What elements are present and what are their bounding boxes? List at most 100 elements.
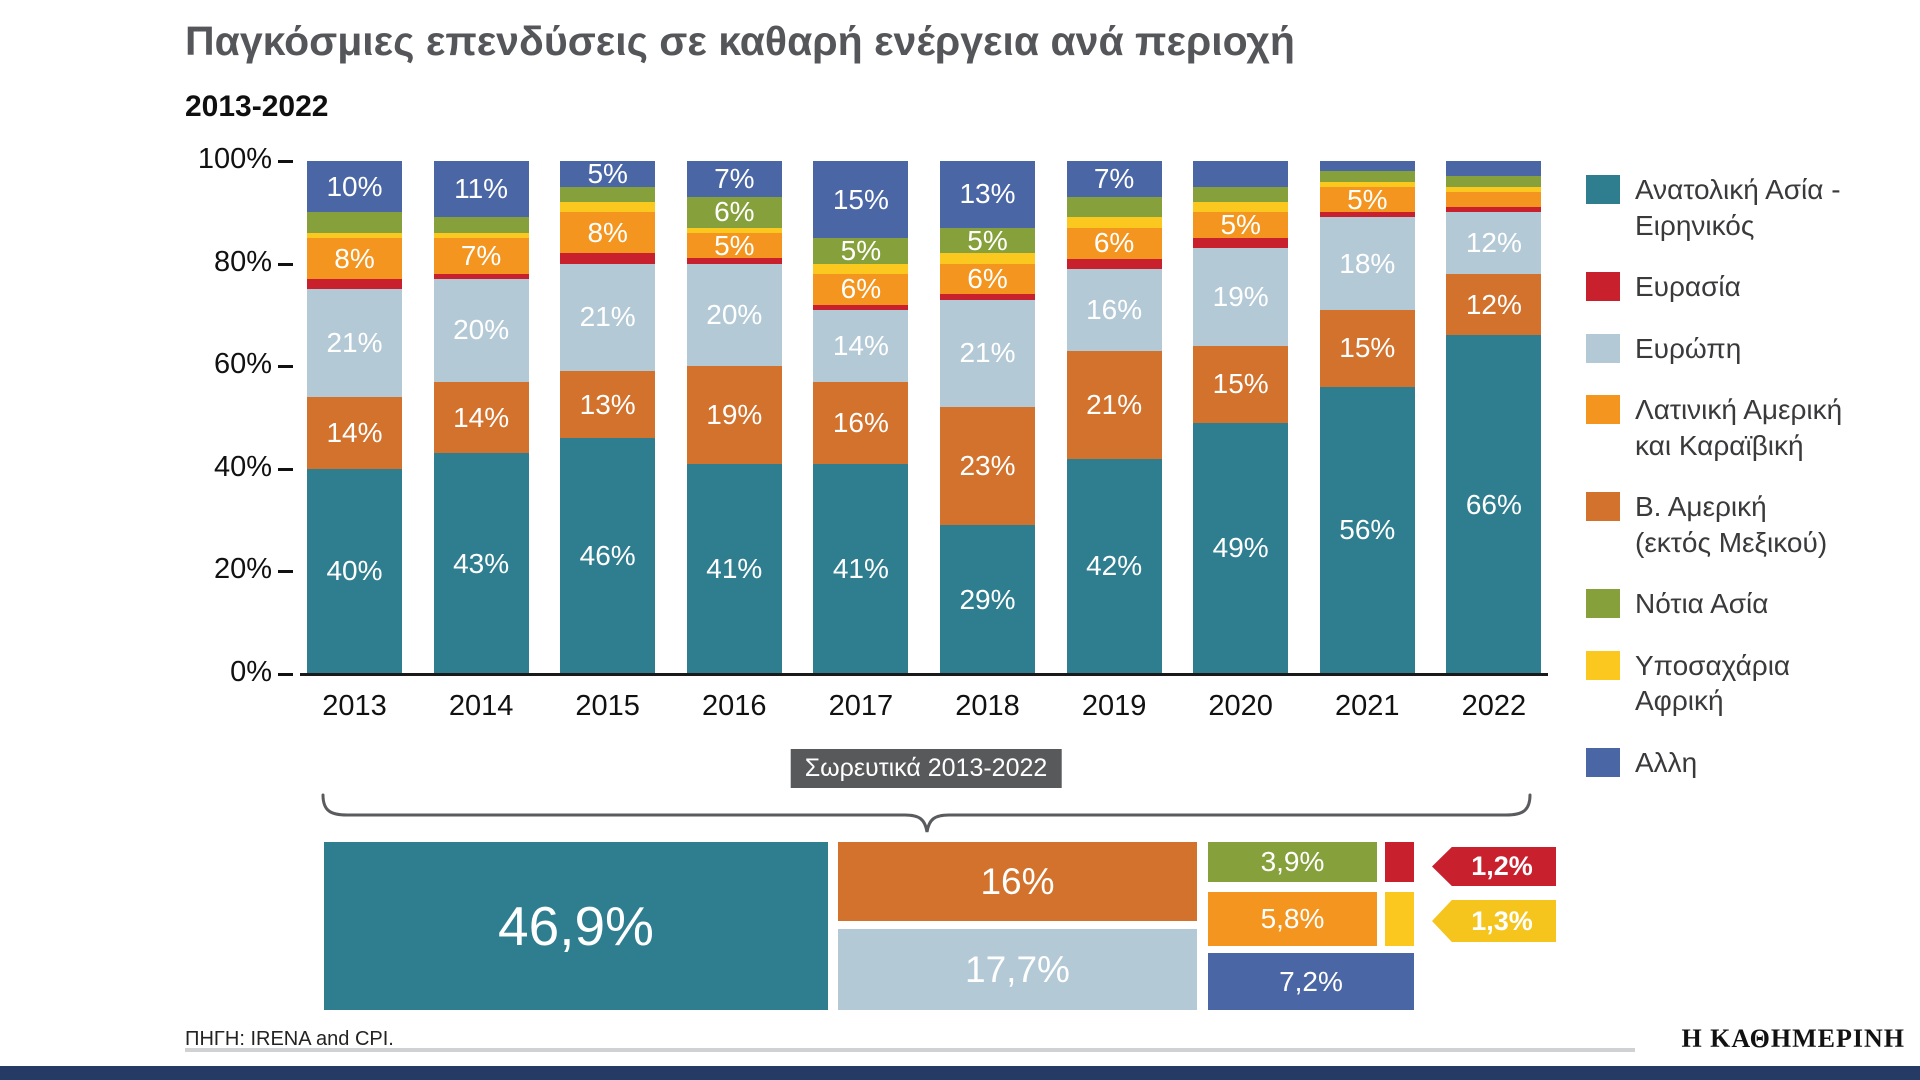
brand-logo: Η ΚΑΘΗΜΕΡΙΝΗ [1681, 1024, 1905, 1053]
y-axis-label: 60% [213, 348, 272, 381]
bar-segment-bAmerica: 15% [1193, 345, 1289, 423]
y-axis-tick [278, 673, 293, 676]
bar-segment-europe: 20% [686, 263, 782, 367]
bar-segment-latinAmerica: 8% [560, 212, 656, 254]
y-axis-label: 0% [230, 656, 272, 688]
bar-segment-eastAsia: 41% [686, 463, 782, 674]
bar-segment-eurasia [307, 279, 402, 290]
callout-sub-saharan: 1,3% [1432, 900, 1556, 942]
legend-swatch-other [1586, 748, 1620, 778]
bar-segment-value: 43% [453, 547, 510, 579]
bar-segment-latinAmerica: 6% [1066, 227, 1162, 259]
legend-swatch-eurasia [1586, 272, 1620, 302]
bar-segment-bAmerica: 14% [307, 397, 402, 469]
footer-stripe [0, 1066, 1920, 1080]
bar-segment-value: 6% [840, 273, 882, 305]
bar-segment-eastAsia: 43% [433, 453, 529, 674]
legend-item-other: Αλλη [1586, 745, 1842, 781]
bar-segment-latinAmerica: 8% [307, 238, 402, 280]
bar-segment-eastAsia: 56% [1319, 386, 1415, 674]
x-axis-label-2020: 2020 [1208, 690, 1273, 722]
bar-segment-eastAsia: 49% [1193, 422, 1289, 674]
cumulative-block-south-asia: 3,9% [1208, 842, 1377, 882]
bar-segment-southAsia [1446, 176, 1542, 187]
bar-segment-value: 5% [587, 157, 628, 189]
bar-segment-eastAsia: 46% [560, 438, 656, 674]
bar-segment-value: 11% [454, 173, 509, 205]
bar-segment-value: 18% [1339, 247, 1396, 279]
bar-segment-value: 21% [579, 301, 636, 333]
legend-label-subSaharan: Υποσαχάρια Αφρική [1635, 649, 1791, 717]
legend-label-bAmerica: Β. Αμερική (εκτός Μεξικού) [1635, 491, 1828, 558]
bar-segment-value: 19% [1212, 280, 1269, 312]
bar-segment-value: 14% [453, 401, 510, 433]
legend-swatch-latinAmerica [1586, 395, 1620, 425]
bar-segment-value: 13% [579, 388, 636, 420]
bar-segment-southAsia [1193, 186, 1289, 203]
legend-label-eurasia: Ευρασία [1635, 271, 1741, 303]
bar-segment-eurasia [940, 294, 1035, 300]
y-axis-tick [278, 365, 293, 369]
x-axis-label-2016: 2016 [702, 690, 767, 722]
legend-item-europe: Ευρώπη [1586, 331, 1842, 367]
bar-segment-latinAmerica: 5% [1193, 209, 1289, 241]
bar-segment-value: 20% [706, 298, 763, 330]
bar-segment-other: 7% [686, 161, 782, 197]
brace [321, 793, 1532, 833]
bar-segment-eurasia [813, 304, 909, 310]
bar-segment-value: 66% [1465, 488, 1522, 520]
bar-segment-europe: 21% [560, 263, 656, 372]
bar-column-2022: 66% 12% 12% [1446, 161, 1542, 674]
x-axis-label-2014: 2014 [448, 690, 514, 722]
bar-segment-bAmerica: 23% [940, 407, 1035, 526]
bar-segment-value: 15% [1212, 368, 1269, 400]
bar-segment-value: 8% [334, 242, 375, 274]
bar-segment-value: 5% [1347, 183, 1388, 215]
bar-column-2018: 29% 23% 21% 6% 5% 13% [940, 161, 1035, 674]
bar-segment-bAmerica: 12% [1446, 273, 1542, 336]
bar-column-2017: 41% 16% 14% 6% 5% 15% [813, 161, 909, 674]
bar-column-2015: 46% 13% 21% 8% 5% [560, 157, 656, 674]
bar-segment-value: 5% [1220, 209, 1261, 241]
bar-segment-subSaharan [1319, 181, 1415, 187]
y-axis-label: 20% [213, 553, 272, 586]
x-axis-line [300, 673, 1548, 676]
bar-segment-value: 19% [706, 398, 763, 430]
bar-segment-europe: 14% [813, 309, 909, 382]
x-axis-label-2017: 2017 [828, 690, 894, 722]
x-axis-label-2013: 2013 [322, 690, 387, 722]
x-axis-label-2019: 2019 [1081, 690, 1147, 722]
bar-segment-other: 7% [1066, 161, 1162, 197]
bar-segment-southAsia [1319, 171, 1415, 182]
legend-label-europe: Ευρώπη [1635, 332, 1742, 364]
bar-segment-value: 15% [832, 183, 889, 215]
bar-segment-value: 42% [1086, 550, 1143, 582]
bar-segment-value: 21% [959, 337, 1016, 369]
bar-segment-latinAmerica: 6% [813, 273, 909, 305]
footer-rule [185, 1048, 1635, 1052]
legend-item-southAsia: Νότια Ασία [1586, 586, 1842, 622]
bar-segment-subSaharan [433, 232, 529, 238]
bar-segment-value: 56% [1339, 514, 1396, 546]
bar-segment-value: 7% [460, 239, 502, 271]
bar-segment-other [1446, 161, 1542, 177]
bar-segment-value: 14% [832, 329, 889, 361]
bar-segment-southAsia: 5% [940, 226, 1035, 254]
cumulative-block-sub-saharan-sliver [1385, 892, 1414, 946]
bar-segment-other: 5% [560, 157, 656, 189]
cumulative-block-east-asia-pacific: 46,9% [324, 842, 828, 1010]
bar-segment-europe: 16% [1066, 268, 1162, 351]
callout-eurasia: 1,2% [1432, 847, 1556, 886]
legend: Ανατολική Ασία - Ειρηνικός Ευρασία Ευρώπη Λ… [1586, 172, 1842, 781]
legend-swatch-eastAsia [1586, 175, 1620, 204]
legend-item-latinAmerica: Λατινική Αμερική και Καραϊβική [1586, 392, 1842, 463]
bar-segment-value: 23% [959, 450, 1016, 482]
bar-segment-subSaharan [686, 227, 782, 233]
bar-segment-bAmerica: 13% [560, 371, 656, 439]
bar-segment-southAsia: 6% [686, 196, 782, 228]
bar-column-2013: 40% 14% 21% 8% 10% [307, 161, 402, 674]
bar-segment-value: 6% [1093, 227, 1135, 259]
bar-segment-value: 16% [832, 406, 889, 438]
cumulative-value-north-america: 16% [980, 860, 1055, 902]
bar-segment-subSaharan [560, 202, 656, 213]
